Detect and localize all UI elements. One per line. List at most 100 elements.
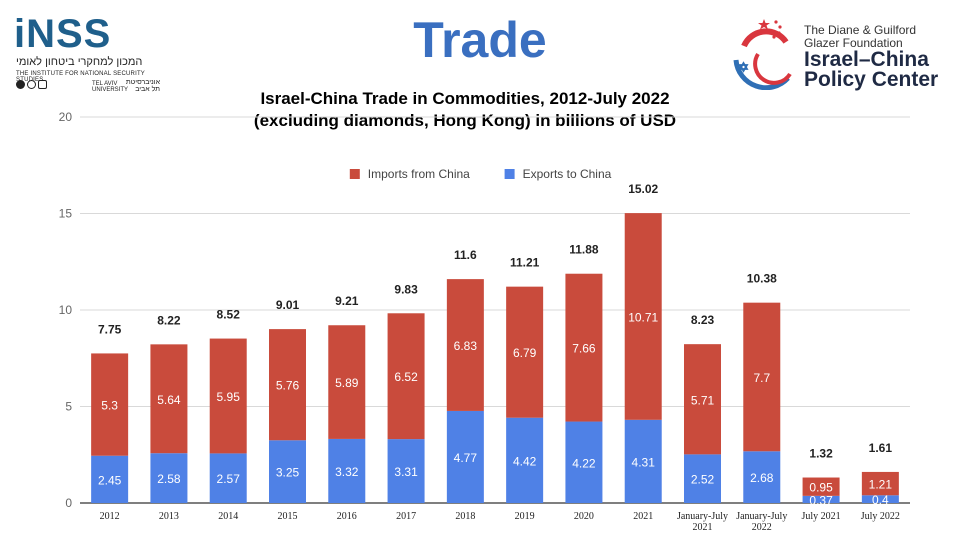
policy-center-line-1: Israel–China	[804, 48, 929, 71]
x-tick-label: January-July	[736, 511, 787, 522]
data-label-exports: 3.32	[335, 465, 359, 479]
hexagon-icon	[38, 80, 47, 89]
bar-exports-july-2022	[861, 495, 899, 503]
bar-imports-2014	[209, 338, 247, 454]
x-tick-label: 2014	[218, 511, 238, 522]
bar-imports-2021	[624, 213, 662, 420]
x-tick-label: 2019	[515, 511, 535, 522]
data-label-imports: 10.71	[628, 310, 658, 324]
data-label-exports: 2.52	[691, 473, 715, 487]
data-label-imports: 6.52	[394, 370, 418, 384]
bar-imports-july-2021	[802, 477, 840, 496]
data-label-total: 11.21	[510, 256, 540, 270]
data-label-exports: 4.31	[632, 455, 656, 469]
chart-title-line-1: Israel-China Trade in Commodities, 2012-…	[260, 89, 670, 108]
foundation-line-2: Glazer Foundation	[804, 36, 903, 50]
data-label-total: 15.02	[628, 182, 658, 196]
data-label-total: 11.6	[454, 248, 477, 262]
x-tick-label: 2021	[633, 511, 653, 522]
policy-center-name: Israel–China Policy Center	[804, 48, 939, 91]
policy-center-line-2: Policy Center	[804, 68, 939, 91]
data-label-exports: 0.37	[809, 493, 833, 507]
chart-title-line-2: (excluding diamonds, Hong Kong) in billi…	[253, 111, 677, 130]
data-label-total: 11.88	[569, 243, 599, 257]
x-tick-label: 2022	[752, 522, 772, 533]
bar-exports-2021	[624, 419, 662, 503]
inss-logo-mark: iNSS	[14, 14, 111, 54]
data-label-total: 10.38	[747, 272, 777, 286]
data-label-exports: 4.77	[454, 451, 478, 465]
bar-imports-2015	[269, 329, 306, 441]
bar-imports-2017	[387, 313, 425, 440]
bar-exports-january-july-2022	[743, 451, 781, 503]
data-label-total: 9.83	[394, 282, 418, 296]
data-label-exports: 4.42	[513, 454, 537, 468]
data-label-imports: 5.89	[335, 376, 359, 390]
circle-icon	[27, 80, 36, 89]
legend-swatch	[504, 169, 515, 179]
tau-hebrew: אוניברסיטת תל אביב	[125, 79, 160, 93]
x-tick-label: July 2022	[861, 511, 900, 522]
data-label-exports: 0.4	[872, 493, 889, 507]
inss-hebrew-name: המכון למחקרי ביטחון לאומי	[16, 56, 143, 68]
bar-imports-january-july-2022	[743, 302, 781, 452]
bar-exports-2016	[328, 438, 366, 503]
bar-exports-2020	[565, 421, 603, 503]
x-tick-label: 2015	[278, 511, 298, 522]
foundation-line-1: The Diane & Guilford	[804, 23, 917, 37]
bar-imports-2020	[565, 273, 603, 422]
tau-english: TEL AVIV UNIVERSITY	[92, 81, 129, 93]
page-title: Trade	[413, 12, 547, 68]
bar-exports-july-2021	[802, 495, 840, 503]
inss-circle-icons	[16, 80, 47, 89]
bar-imports-2019	[506, 286, 544, 418]
data-label-total: 1.32	[809, 447, 833, 461]
bar-exports-2018	[446, 410, 484, 503]
data-label-imports: 6.79	[513, 346, 537, 360]
bar-exports-january-july-2021	[684, 454, 721, 503]
data-label-total: 7.75	[98, 322, 122, 336]
bar-imports-july-2022	[861, 471, 899, 496]
x-tick-label: 2018	[455, 511, 475, 522]
foundation-name: The Diane & Guilford Glazer Foundation	[804, 24, 916, 50]
bar-imports-2012	[91, 353, 129, 456]
data-label-total: 1.61	[869, 441, 893, 455]
y-tick-label: 10	[59, 303, 73, 317]
data-label-imports: 5.71	[691, 393, 715, 407]
icpc-emblem-icon	[733, 19, 792, 90]
data-label-imports: 7.7	[753, 371, 770, 385]
bar-exports-2019	[506, 417, 544, 503]
x-tick-label: 2021	[693, 522, 713, 533]
data-label-imports: 7.66	[572, 342, 596, 356]
data-label-exports: 4.22	[572, 456, 596, 470]
x-tick-label: July 2021	[801, 511, 840, 522]
bar-exports-2014	[209, 453, 247, 503]
data-label-exports: 2.58	[157, 472, 181, 486]
x-tick-label: 2016	[337, 511, 357, 522]
chart-title: Israel-China Trade in Commodities, 2012-…	[150, 88, 780, 132]
data-label-total: 9.01	[276, 298, 300, 312]
data-label-imports: 5.64	[157, 393, 181, 407]
data-label-exports: 3.31	[394, 465, 418, 479]
stacked-bar-chart: 0 5 10 15 20 Imports from China Exports to Chi…	[59, 110, 910, 533]
bar-imports-2018	[446, 279, 484, 411]
legend-label: Imports from China	[368, 167, 470, 181]
y-tick-label: 5	[65, 400, 72, 414]
bar-exports-2012	[91, 455, 129, 503]
data-label-imports: 5.76	[276, 379, 300, 393]
data-label-imports: 0.95	[809, 481, 833, 495]
legend-swatch	[349, 169, 360, 179]
y-tick-label: 20	[59, 110, 73, 124]
x-tick-label: 2020	[574, 511, 594, 522]
bar-imports-2016	[328, 325, 366, 439]
data-label-imports: 5.95	[217, 390, 241, 404]
bar-imports-2013	[150, 344, 188, 454]
circle-icon	[16, 80, 25, 89]
legend-label: Exports to China	[523, 167, 612, 181]
inss-logo-mark-text: iNSS	[14, 12, 112, 56]
data-label-imports: 5.3	[101, 399, 118, 413]
data-label-exports: 3.25	[276, 466, 300, 480]
israel-china-policy-center-logo: The Diane & Guilford Glazer Foundation I…	[728, 12, 953, 98]
x-tick-label: January-July	[677, 511, 728, 522]
data-label-total: 8.22	[157, 313, 181, 327]
